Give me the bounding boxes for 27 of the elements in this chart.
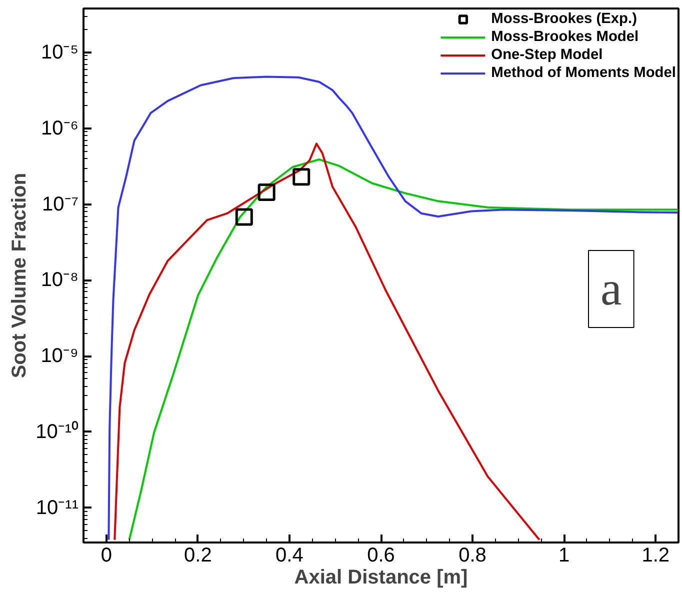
x-tick-label: 0.4 xyxy=(276,544,304,566)
x-tick-label: 0.8 xyxy=(458,544,486,566)
legend-label: Moss-Brookes (Exp.) xyxy=(491,10,637,28)
y-axis-title: Soot Volume Fraction xyxy=(8,172,31,378)
x-tick-label: 0.6 xyxy=(367,544,395,566)
x-tick-label: 0 xyxy=(100,544,112,566)
x-tick-label: 1 xyxy=(558,544,570,566)
point xyxy=(235,208,253,226)
line-series xyxy=(128,158,678,541)
legend-label: One-Step Model xyxy=(491,46,603,64)
x-tick-label: 1.2 xyxy=(642,544,670,566)
legend-label: Moss-Brookes Model xyxy=(491,28,639,46)
point xyxy=(258,184,276,202)
annotation: a xyxy=(600,262,622,316)
y-tick-label: 10⁻⁶ xyxy=(41,117,79,140)
y-tick-label: 10⁻⁷ xyxy=(42,193,78,216)
point xyxy=(292,168,310,186)
x-axis-title: Axial Distance [m] xyxy=(294,566,468,588)
legend-label: Method of Moments Model xyxy=(491,64,676,82)
x-tick-label: 0.2 xyxy=(184,544,212,566)
line-series xyxy=(108,76,678,541)
y-tick-label: 10⁻¹⁰ xyxy=(36,420,78,443)
y-tick-label: 10⁻⁹ xyxy=(40,345,78,368)
y-tick-label: 10⁻⁵ xyxy=(40,42,79,64)
y-tick-label: 10⁻¹¹ xyxy=(36,496,79,519)
line-series xyxy=(114,142,540,541)
y-tick-label: 10⁻⁸ xyxy=(40,269,79,292)
